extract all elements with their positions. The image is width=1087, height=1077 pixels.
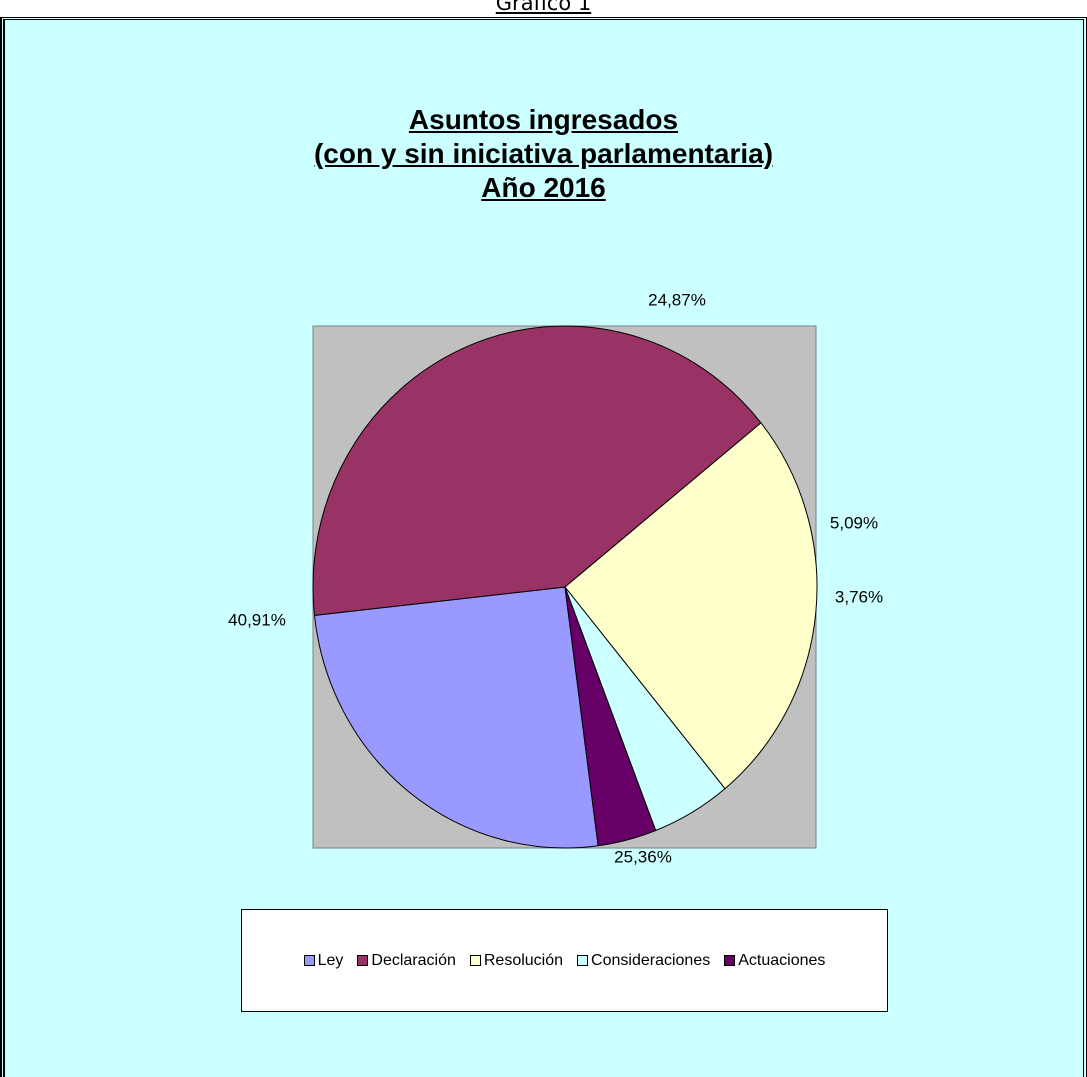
legend-item: Declaración <box>357 951 456 970</box>
legend: Ley Declaración Resolución Consideraciones A… <box>241 909 888 1012</box>
chart-title: Asuntos ingresados (con y sin iniciativa… <box>0 103 1087 205</box>
pie-slice-resolucion <box>564 422 818 790</box>
legend-swatch <box>577 955 589 966</box>
pie-slices <box>312 325 818 849</box>
pie-slice-declaracion <box>312 325 762 616</box>
legend-label: Ley <box>317 951 344 969</box>
data-label-declaracion: 40,91% <box>228 610 286 629</box>
legend-swatch <box>357 955 369 966</box>
pie-slice-ley <box>313 586 599 849</box>
legend-label: Consideraciones <box>591 951 711 969</box>
legend-label: Actuaciones <box>738 951 826 969</box>
legend-item: Resolución <box>469 951 564 970</box>
chart-title-line-3: Año 2016 <box>481 172 606 203</box>
legend-label: Resolución <box>483 951 564 969</box>
legend-swatch <box>303 955 315 966</box>
legend-item: Actuaciones <box>724 952 825 970</box>
data-label-ley: 25,36% <box>614 847 672 866</box>
figure-caption: Gráfico 1 <box>495 0 592 15</box>
legend-swatch <box>724 955 736 966</box>
pie-slice-actuaciones <box>564 586 657 847</box>
chart-title-line-1: Asuntos ingresados <box>408 104 679 135</box>
legend-label: Declaración <box>371 951 456 969</box>
data-labels: 25,36% 40,91% 24,87% 5,09% 3,76% <box>228 290 883 866</box>
data-label-actuaciones: 3,76% <box>835 587 883 606</box>
legend-item: Ley <box>303 951 344 970</box>
data-label-resolucion: 24,87% <box>648 290 706 309</box>
legend-swatch <box>469 955 481 966</box>
chart-title-line-2: (con y sin iniciativa parlamentaria) <box>313 138 774 169</box>
legend-item: Consideraciones <box>577 952 710 970</box>
data-label-consideraciones: 5,09% <box>830 513 878 532</box>
